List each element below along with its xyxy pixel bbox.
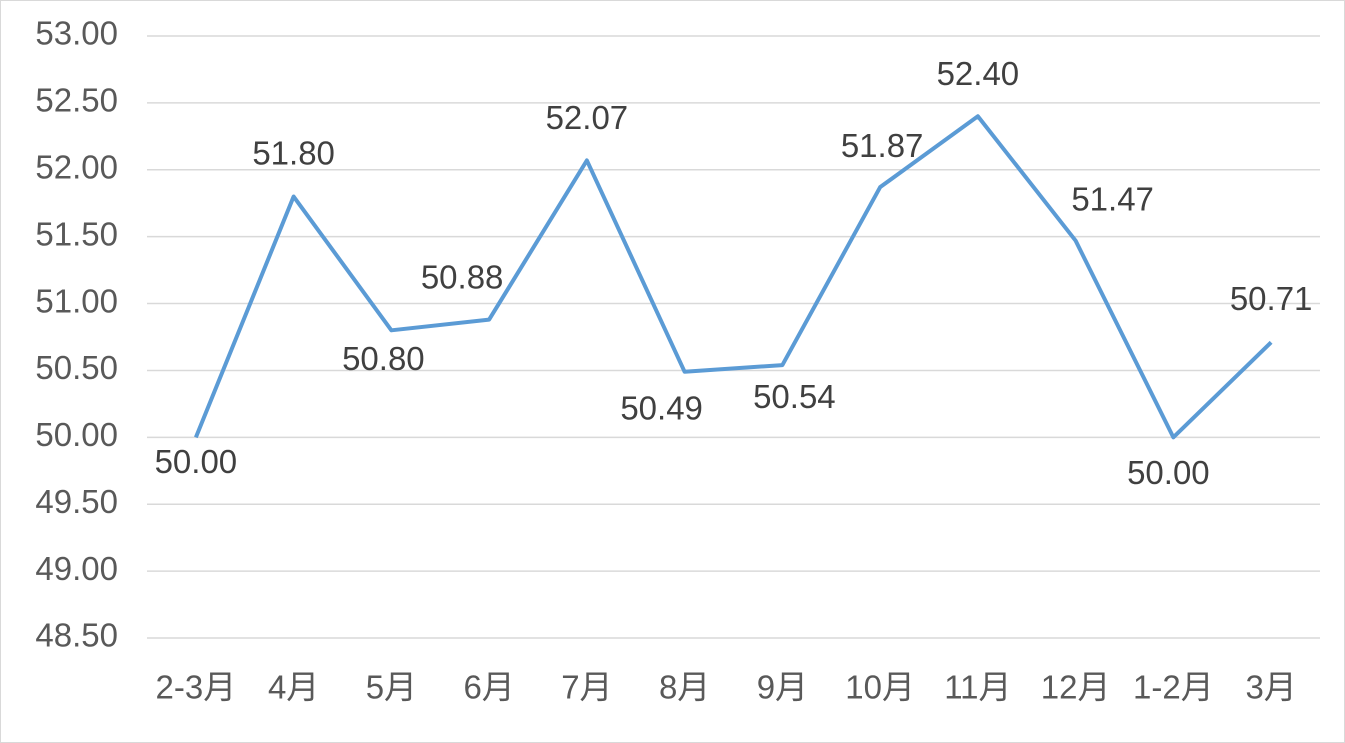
x-tick-label: 12月 [1041, 669, 1111, 706]
x-tick-label: 1-2月 [1133, 669, 1214, 706]
x-tick-label: 7月 [561, 669, 612, 706]
y-tick-label: 48.50 [35, 617, 118, 654]
y-tick-label: 50.50 [35, 349, 118, 386]
y-tick-label: 52.00 [35, 148, 118, 185]
data-label: 50.54 [753, 378, 836, 415]
x-tick-label: 2-3月 [156, 669, 237, 706]
x-tick-label: 4月 [268, 669, 319, 706]
data-label: 51.47 [1071, 180, 1154, 217]
line [194, 114, 1273, 440]
data-label: 51.80 [252, 134, 335, 171]
y-tick-label: 53.00 [35, 15, 118, 52]
x-tick-label: 9月 [757, 669, 808, 706]
data-label: 50.80 [342, 340, 425, 377]
x-tick-label: 11月 [944, 669, 1011, 706]
data-label: 50.49 [620, 390, 703, 427]
data-label: 50.71 [1230, 280, 1313, 317]
data-label: 50.88 [421, 258, 504, 295]
y-tick-label: 50.00 [35, 416, 118, 453]
data-label: 50.00 [155, 443, 238, 480]
data-label: 52.07 [546, 99, 629, 136]
x-tick-label: 6月 [463, 669, 514, 706]
y-tick-label: 51.50 [35, 215, 118, 252]
x-tick-label: 5月 [366, 669, 417, 706]
y-tick-label: 52.50 [35, 82, 118, 119]
x-tick-label: 3月 [1245, 669, 1296, 706]
y-tick-label: 51.00 [35, 282, 118, 319]
data-label: 51.87 [841, 127, 924, 164]
data-label: 52.40 [937, 55, 1020, 92]
y-tick-label: 49.50 [35, 483, 118, 520]
x-tick-label: 8月 [659, 669, 710, 706]
data-label: 50.00 [1127, 454, 1210, 491]
y-tick-label: 49.00 [35, 550, 118, 587]
x-tick-label: 10月 [845, 669, 915, 706]
